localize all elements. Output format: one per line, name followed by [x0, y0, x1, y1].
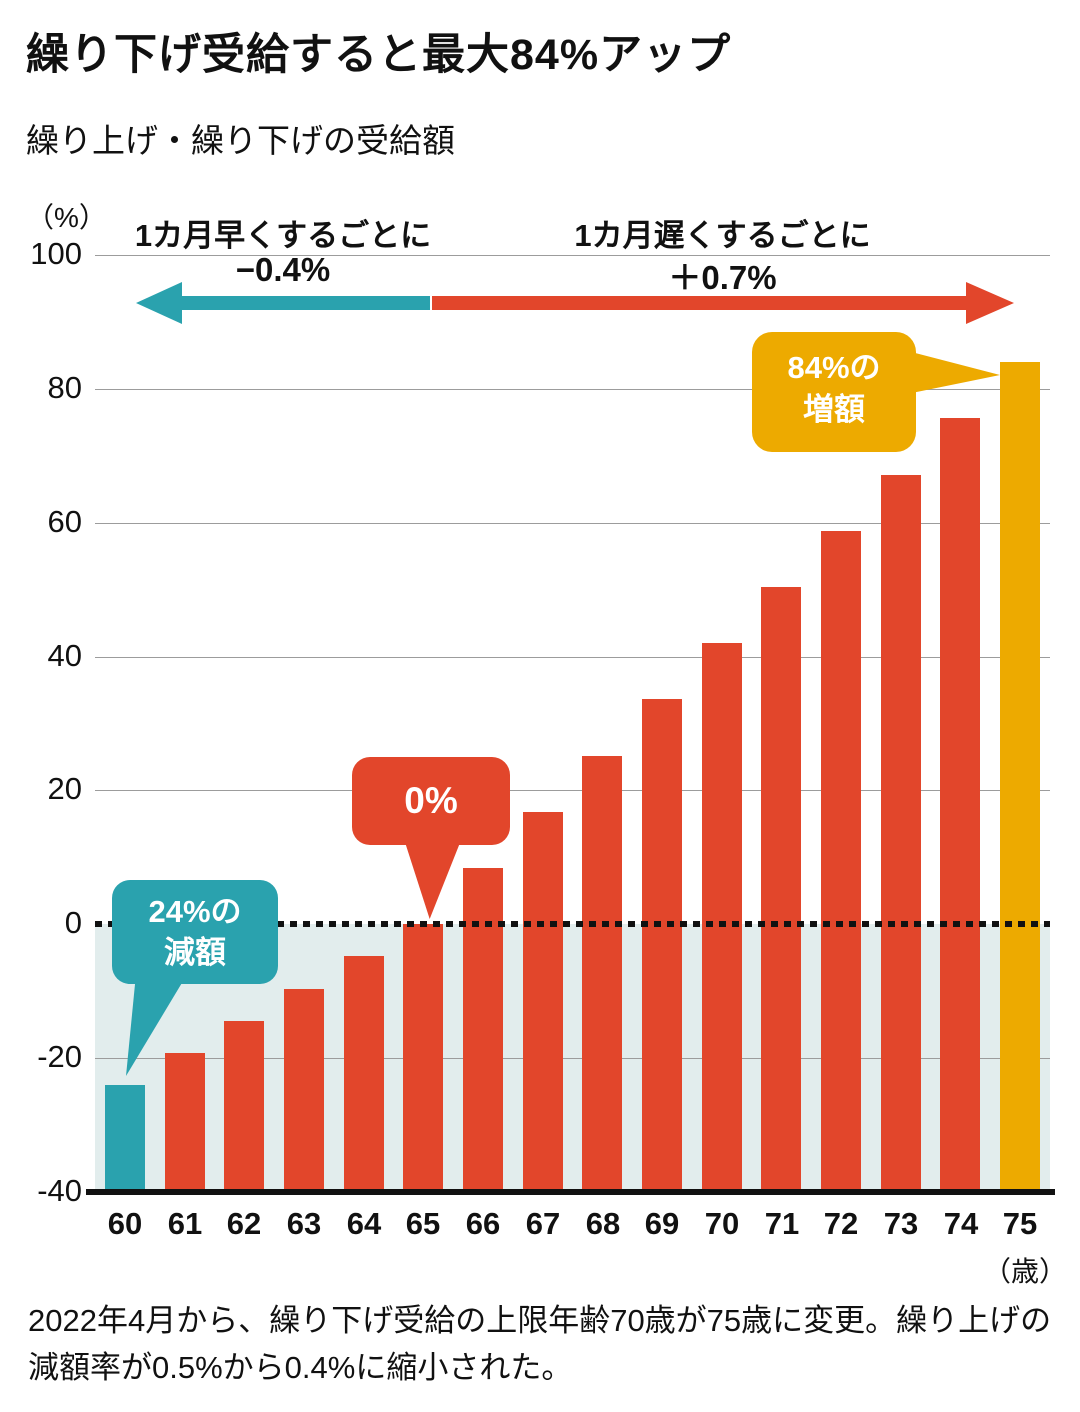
x-axis-label-70: 70: [704, 1206, 740, 1241]
late-arrow-label: 1カ月遅くするごとに: [574, 218, 871, 253]
x-axis-label-71: 71: [764, 1206, 800, 1241]
chart-subtitle: 繰り上げ・繰り下げの受給額: [26, 122, 455, 159]
gridline-100: [95, 255, 1050, 256]
x-axis-label-65: 65: [405, 1206, 441, 1241]
bar-age-60: [105, 1085, 145, 1192]
bubble-increase-line2: 増額: [803, 392, 865, 427]
bubble-increase-line1: 84%の: [787, 350, 881, 385]
bubble-84-percent-increase: 84%の 増額: [752, 332, 916, 452]
x-axis-label-72: 72: [823, 1206, 859, 1241]
gridline-80: [95, 389, 1050, 390]
x-axis-label-62: 62: [226, 1206, 262, 1241]
left-arrow-shaft: [176, 296, 430, 310]
y-axis-label-80: 80: [47, 370, 82, 405]
bubble-reduction-line2: 減額: [164, 935, 226, 970]
bubble-reduction-line1: 24%の: [148, 894, 242, 929]
bar-age-64: [344, 956, 384, 1192]
gridline--20: [95, 1058, 1050, 1059]
x-axis-label-68: 68: [585, 1206, 621, 1241]
x-axis-unit-label: （歳）: [982, 1256, 1067, 1287]
bubble-increase-tail: [908, 351, 1000, 394]
right-arrowhead-icon: [966, 282, 1014, 324]
x-axis-label-75: 75: [1002, 1206, 1038, 1241]
bar-age-66: [463, 868, 503, 1192]
x-axis-label-69: 69: [644, 1206, 680, 1241]
y-axis-label-0: 0: [64, 905, 82, 940]
x-axis-line: [86, 1189, 1055, 1195]
bar-age-67: [523, 812, 563, 1192]
gridline-60: [95, 523, 1050, 524]
late-arrow-rate: ＋0.7%: [668, 259, 777, 296]
bar-age-61: [165, 1053, 205, 1192]
x-axis-label-67: 67: [525, 1206, 561, 1241]
y-axis-label-60: 60: [47, 504, 82, 539]
bar-age-70: [702, 643, 742, 1192]
bar-age-65: [403, 924, 443, 1192]
bubble-zero-tail: [404, 841, 461, 919]
bar-age-75: [1000, 362, 1040, 1192]
y-axis-label-20: 20: [47, 771, 82, 806]
y-axis-label--20: -20: [37, 1039, 82, 1074]
gridline-40: [95, 657, 1050, 658]
gridline-20: [95, 790, 1050, 791]
bar-age-74: [940, 418, 980, 1192]
right-arrow-shaft: [432, 296, 972, 310]
x-axis-label-61: 61: [167, 1206, 203, 1241]
bubble-zero-percent: 0%: [352, 757, 510, 845]
early-arrow-label: 1カ月早くするごとに: [134, 218, 432, 253]
bubble-24-percent-reduction: 24%の 減額: [112, 880, 278, 984]
bubble-zero-line1: 0%: [404, 780, 458, 821]
x-axis-label-73: 73: [883, 1206, 919, 1241]
x-axis-label-74: 74: [943, 1206, 979, 1241]
bar-age-73: [881, 475, 921, 1192]
y-axis-label-100: 100: [30, 236, 82, 271]
bar-age-63: [284, 989, 324, 1192]
x-axis-label-60: 60: [107, 1206, 143, 1241]
bar-age-62: [224, 1021, 264, 1192]
x-axis-label-66: 66: [465, 1206, 501, 1241]
zero-line: [95, 921, 1050, 927]
y-axis-label-40: 40: [47, 638, 82, 673]
bar-age-72: [821, 531, 861, 1192]
bar-age-71: [761, 587, 801, 1192]
x-axis-label-63: 63: [286, 1206, 322, 1241]
bar-age-69: [642, 699, 682, 1192]
y-axis-unit-label: （%）: [26, 202, 107, 233]
y-axis-label--40: -40: [37, 1173, 82, 1208]
early-arrow-rate: −0.4%: [235, 251, 331, 288]
footnote: 2022年4月から、繰り下げ受給の上限年齢70歳が75歳に変更。繰り上げの減額率…: [28, 1303, 1052, 1385]
x-axis-label-64: 64: [346, 1206, 382, 1241]
bar-age-68: [582, 756, 622, 1192]
page-title: 繰り下げ受給すると最大84%アップ: [26, 31, 732, 79]
